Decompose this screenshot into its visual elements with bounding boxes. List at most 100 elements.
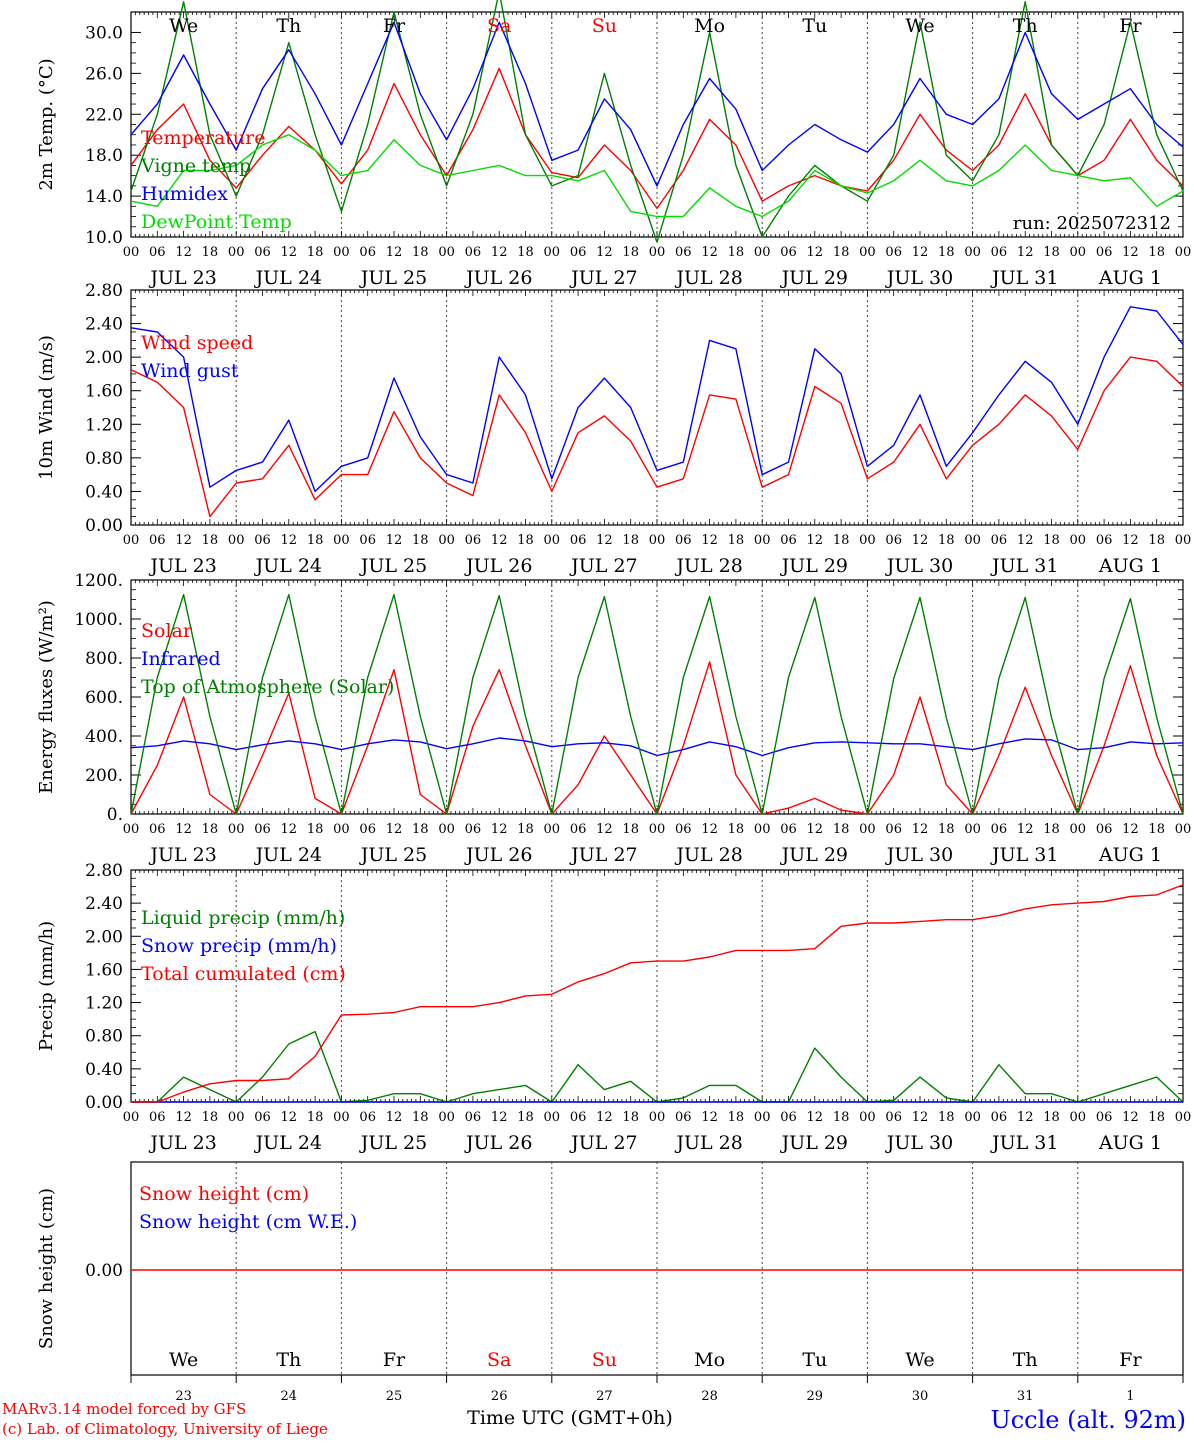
y-tick-label: 0.40 — [85, 1060, 123, 1080]
x-hour-label: 18 — [412, 822, 429, 837]
day-number-label: 28 — [701, 1389, 718, 1404]
y-axis-label: Precip (mm/h) — [36, 921, 57, 1051]
x-date-label: JUL 27 — [569, 267, 637, 289]
day-number-label: 25 — [386, 1389, 403, 1404]
panel-wind: 0.00 0.40 0.80 1.20 1.60 2.00 2.40 2.80 10m Wind… — [36, 281, 1191, 577]
x-hour-label: 12 — [596, 1110, 613, 1125]
y-tick-label: 2.00 — [85, 348, 123, 368]
legend-entry: Humidex — [141, 183, 228, 205]
x-hour-label: 12 — [596, 822, 613, 837]
x-hour-label: 06 — [254, 533, 271, 548]
y-axis-label: 10m Wind (m/s) — [36, 335, 57, 480]
x-date-label: JUL 24 — [254, 1132, 322, 1154]
x-hour-label: 00 — [964, 245, 981, 260]
x-hour-label: 18 — [307, 533, 324, 548]
legend-entry: Wind speed — [141, 332, 253, 354]
x-date-label: JUL 24 — [254, 844, 322, 866]
x-date-label: JUL 31 — [990, 555, 1058, 577]
x-hour-label: 00 — [859, 1110, 876, 1125]
x-hour-label: 00 — [1070, 245, 1087, 260]
x-hour-label: 06 — [1096, 245, 1113, 260]
x-date-label: JUL 31 — [990, 1132, 1058, 1154]
x-hour-label: 12 — [1122, 245, 1139, 260]
x-hour-label: 12 — [386, 533, 403, 548]
x-hour-label: 00 — [544, 533, 561, 548]
y-tick-label: 0.00 — [85, 1261, 123, 1281]
weekday-label: Fr — [1119, 1349, 1142, 1371]
weekday-label: Su — [592, 1349, 617, 1371]
x-hour-label: 00 — [649, 533, 666, 548]
x-hour-label: 00 — [754, 245, 771, 260]
legend-entry: DewPoint Temp — [141, 211, 292, 233]
x-hour-label: 18 — [202, 1110, 219, 1125]
x-hour-label: 06 — [465, 533, 482, 548]
weekday-label: We — [169, 15, 198, 37]
x-hour-label: 18 — [622, 533, 639, 548]
x-hour-label: 00 — [859, 245, 876, 260]
weekday-label: Th — [276, 1349, 301, 1371]
x-hour-label: 12 — [807, 822, 824, 837]
x-date-label: JUL 28 — [674, 1132, 742, 1154]
x-hour-label: 00 — [228, 533, 245, 548]
y-axis-label: Snow height (cm) — [36, 1188, 57, 1349]
x-hour-label: 12 — [701, 533, 718, 548]
x-hour-label: 12 — [912, 533, 929, 548]
x-hour-label: 06 — [991, 533, 1008, 548]
x-hour-label: 06 — [465, 245, 482, 260]
x-hour-label: 18 — [1043, 1110, 1060, 1125]
x-hour-label: 12 — [701, 1110, 718, 1125]
x-hour-label: 12 — [386, 822, 403, 837]
x-hour-label: 06 — [254, 245, 271, 260]
day-number-label: 26 — [491, 1389, 508, 1404]
x-hour-label: 18 — [517, 822, 534, 837]
legend-entry: Snow height (cm W.E.) — [139, 1211, 357, 1233]
x-date-label: JUL 30 — [885, 844, 953, 866]
x-hour-label: 06 — [885, 1110, 902, 1125]
x-hour-label: 00 — [333, 1110, 350, 1125]
panel-energy: 0. 200. 400. 600. 800. 1000. 1200. Energy fluxe… — [36, 571, 1191, 866]
x-hour-label: 06 — [254, 822, 271, 837]
x-hour-label: 00 — [1175, 533, 1192, 548]
y-tick-label: 400. — [85, 727, 123, 747]
x-date-label: JUL 31 — [990, 267, 1058, 289]
x-date-label: JUL 27 — [569, 844, 637, 866]
day-number-label: 30 — [912, 1389, 929, 1404]
x-hour-label: 00 — [1175, 822, 1192, 837]
x-hour-label: 00 — [754, 822, 771, 837]
x-hour-label: 00 — [649, 1110, 666, 1125]
x-axis-title: Time UTC (GMT+0h) — [467, 1407, 673, 1429]
x-hour-label: 12 — [281, 245, 298, 260]
x-hour-label: 12 — [491, 822, 508, 837]
x-date-label: AUG 1 — [1098, 555, 1162, 577]
x-hour-label: 12 — [175, 1110, 192, 1125]
x-hour-label: 00 — [123, 533, 140, 548]
footer-model-line: MARv3.14 model forced by GFS — [2, 1400, 246, 1418]
y-tick-label: 2.80 — [85, 861, 123, 881]
series-line-temperature — [130, 67, 1184, 210]
y-tick-label: 2.40 — [85, 315, 123, 335]
y-tick-label: 1200. — [74, 571, 123, 591]
day-number-label: 27 — [596, 1389, 613, 1404]
legend-entry: Liquid precip (mm/h) — [141, 907, 345, 929]
x-hour-label: 12 — [807, 533, 824, 548]
x-hour-label: 12 — [175, 822, 192, 837]
x-hour-label: 06 — [675, 245, 692, 260]
x-hour-label: 12 — [1017, 822, 1034, 837]
x-hour-label: 00 — [333, 822, 350, 837]
x-hour-label: 00 — [123, 822, 140, 837]
x-date-label: JUL 24 — [254, 555, 322, 577]
x-hour-label: 06 — [1096, 822, 1113, 837]
x-date-label: JUL 29 — [780, 1132, 848, 1154]
x-hour-label: 06 — [991, 245, 1008, 260]
x-hour-label: 00 — [1070, 533, 1087, 548]
weekday-label: Sa — [487, 1349, 511, 1371]
y-tick-label: 200. — [85, 766, 123, 786]
y-tick-label: 26.0 — [85, 64, 123, 84]
series-line-vigne-temp — [130, 0, 1184, 243]
y-tick-label: 14.0 — [85, 187, 123, 207]
x-hour-label: 06 — [570, 245, 587, 260]
x-date-label: JUL 26 — [464, 555, 532, 577]
x-date-label: JUL 27 — [569, 555, 637, 577]
x-hour-label: 00 — [964, 533, 981, 548]
